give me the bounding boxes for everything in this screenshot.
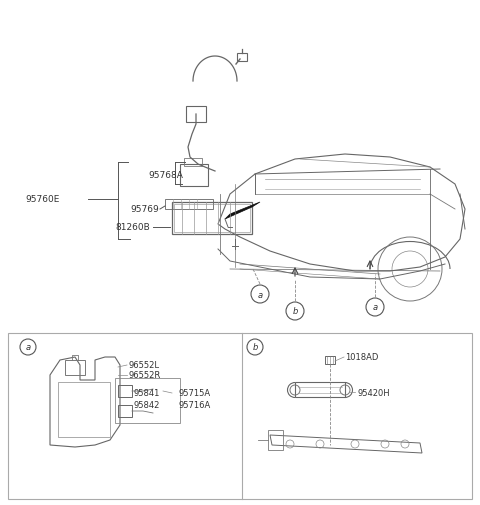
Text: 1018AD: 1018AD <box>345 353 378 362</box>
Bar <box>65 360 85 375</box>
Bar <box>237 54 247 62</box>
Text: a: a <box>257 290 263 299</box>
Text: 95769: 95769 <box>130 205 159 214</box>
Bar <box>118 385 132 397</box>
Text: 96552R: 96552R <box>128 371 160 380</box>
Bar <box>268 430 283 450</box>
Bar <box>295 382 345 397</box>
Text: 95716A: 95716A <box>178 400 210 410</box>
Bar <box>8 333 472 499</box>
Bar <box>180 165 208 187</box>
Bar <box>325 357 335 364</box>
Text: 95841: 95841 <box>133 389 159 398</box>
Text: 96552L: 96552L <box>128 361 159 370</box>
Text: 95760E: 95760E <box>25 195 60 204</box>
Text: a: a <box>372 303 378 312</box>
Text: 95420H: 95420H <box>357 388 390 397</box>
Bar <box>174 205 250 232</box>
Bar <box>115 378 180 423</box>
Bar <box>184 159 202 167</box>
Text: 95842: 95842 <box>133 400 159 410</box>
Text: 95715A: 95715A <box>178 389 210 398</box>
Bar <box>165 199 213 210</box>
Bar <box>58 382 110 437</box>
Bar <box>186 107 206 123</box>
Bar <box>118 405 132 417</box>
Text: 95768A: 95768A <box>148 170 183 179</box>
Polygon shape <box>225 203 260 220</box>
Text: 81260B: 81260B <box>115 223 150 232</box>
Text: a: a <box>25 343 31 352</box>
Text: b: b <box>292 307 298 316</box>
Bar <box>172 203 252 234</box>
Text: b: b <box>252 343 258 352</box>
